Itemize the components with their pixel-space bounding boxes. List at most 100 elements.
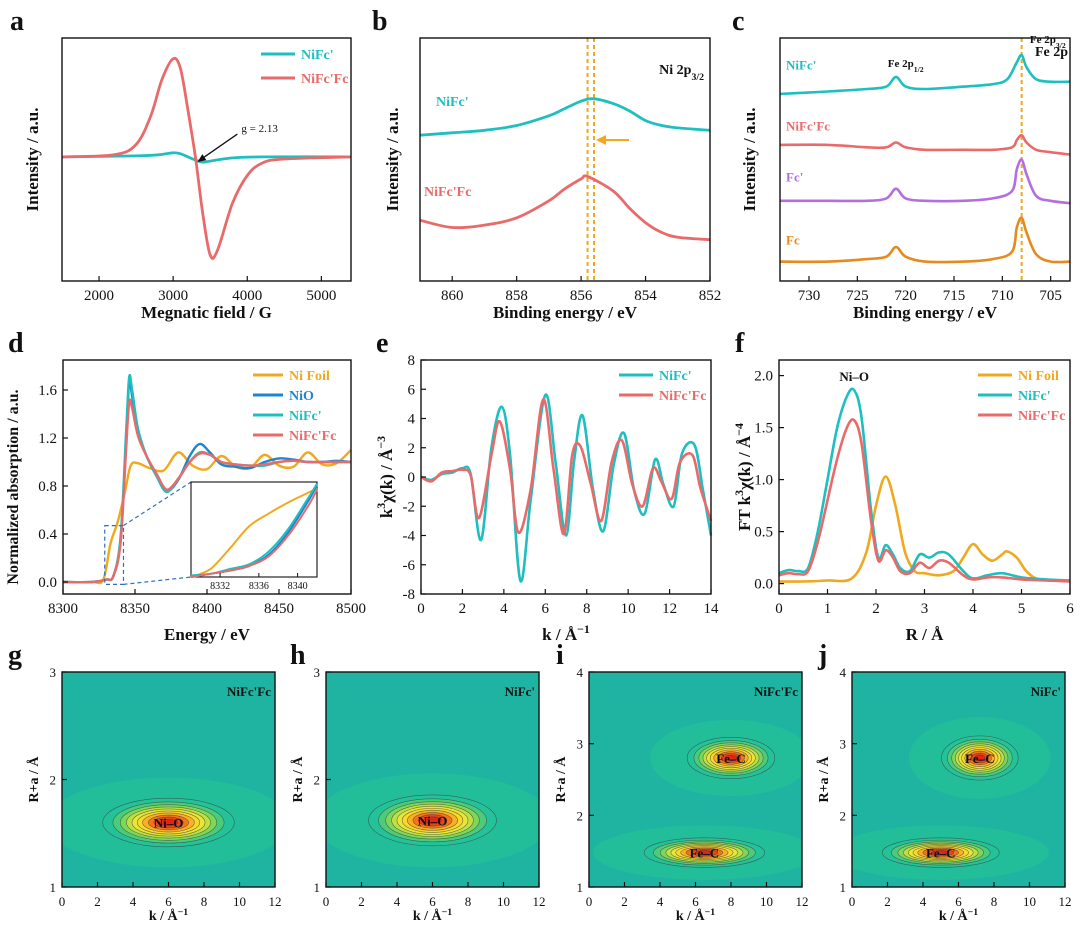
panel-g-ytick-label-1: 2 bbox=[50, 773, 57, 788]
panel-g-ytick-label-2: 3 bbox=[50, 665, 57, 680]
panel-c-annotation-fe2p12: Fe 2p1/2 bbox=[888, 58, 924, 74]
panel-j-heatmap bbox=[852, 672, 1065, 887]
panel-i-heatmap bbox=[589, 672, 802, 887]
panel-f-xtick-label-5: 5 bbox=[1018, 601, 1026, 617]
panel-h-title: NiFc' bbox=[505, 684, 535, 699]
panel-j-ytick-label-0: 1 bbox=[840, 880, 847, 895]
panel-d-zoom-connector-top bbox=[123, 481, 192, 527]
panel-i-peak-label-0: Fe–C bbox=[716, 751, 746, 766]
panel-j-xtick-label-6: 12 bbox=[1059, 894, 1072, 909]
panel-i-ylabel: R+a / Å bbox=[553, 756, 569, 803]
panel-d-ytick-label-3: 1.2 bbox=[38, 431, 57, 447]
panel-g-heatmap bbox=[62, 672, 275, 887]
panel-a-label: a bbox=[10, 6, 24, 37]
panel-g-xtick-label-2: 4 bbox=[130, 894, 137, 909]
panel-d-label: d bbox=[8, 328, 24, 359]
panel-e-xtick-label-1: 2 bbox=[459, 601, 467, 617]
panel-d-xtick-label-0: 8300 bbox=[48, 601, 78, 617]
panel-e-ytick-label-2: -4 bbox=[403, 529, 416, 545]
panel-i-xlabel-part-0: k / Å bbox=[676, 908, 706, 924]
panel-e-legend-label-nifcfc: NiFc'Fc bbox=[659, 389, 706, 404]
panel-a-xlabel: Megnatic field / G bbox=[141, 303, 272, 322]
panel-c-series-fc-line bbox=[779, 216, 1071, 264]
panel-d-series-nifcfc-line bbox=[62, 398, 351, 584]
panel-e-ytick-label-8: 8 bbox=[408, 353, 416, 369]
panel-f-xtick-label-0: 0 bbox=[775, 601, 783, 617]
panel-j-xtick-label-2: 4 bbox=[920, 894, 927, 909]
panel-d: 8300 8350 8400 8450 8500 0.0 0.4 0.8 1.2 1.6 d Ener… bbox=[5, 328, 366, 644]
panel-d-legend-label-nifc: NiFc' bbox=[289, 409, 322, 424]
panel-i-xlabel: k / Å−1 bbox=[676, 907, 715, 925]
panel-h-xtick-label-6: 12 bbox=[533, 894, 546, 909]
panel-a-annotation-arrowhead bbox=[197, 154, 207, 163]
panel-e-ytick-label-1: -6 bbox=[403, 558, 416, 574]
panel-a-legend-label-nifc: NiFc' bbox=[301, 48, 334, 63]
panel-e-ytick-label-4: 0 bbox=[408, 470, 416, 486]
panel-j-xtick-label-5: 10 bbox=[1023, 894, 1036, 909]
panel-b-xtick-label-2: 856 bbox=[570, 288, 593, 304]
panel-j-peak-label-1: Fe–C bbox=[926, 846, 956, 861]
panel-d-inset-curve-3 bbox=[190, 489, 318, 578]
panel-c-annotation-fe2p32: Fe 2p3/2 bbox=[1030, 34, 1066, 50]
panel-c-annotation-fe2p12-part-0: Fe 2p bbox=[888, 58, 914, 70]
panel-b-xtick-label-3: 854 bbox=[634, 288, 657, 304]
panel-a-ylabel: Intensity / a.u. bbox=[23, 108, 42, 212]
panel-d-inset-curve-0 bbox=[190, 487, 318, 578]
panel-e-xtick-label-0: 0 bbox=[417, 601, 425, 617]
panel-f-ytick-label-4: 2.0 bbox=[754, 369, 773, 385]
panel-j-title: NiFc' bbox=[1031, 684, 1061, 699]
panel-e-ylabel-part-3: −3 bbox=[374, 436, 388, 449]
panel-c-annotation-fe2p12-part-1: 1/2 bbox=[914, 65, 924, 74]
panel-c-series-label-0: NiFc' bbox=[786, 58, 816, 73]
panel-f-xtick-label-2: 2 bbox=[872, 601, 880, 617]
panel-f-ylabel: FT k3χ(k) / Å−4 bbox=[732, 423, 754, 531]
panel-h-xlabel: k / Å−1 bbox=[413, 907, 452, 925]
panel-d-series-nifoil-line bbox=[62, 449, 352, 585]
panel-h-ylabel: R+a / Å bbox=[290, 756, 306, 803]
panel-d-ytick-label-1: 0.4 bbox=[38, 527, 57, 543]
panel-e-ylabel-part-2: χ(k) / Å bbox=[377, 448, 396, 504]
panel-e-xlabel: k / Å−1 bbox=[542, 622, 590, 644]
panel-e-xlabel-part-1: −1 bbox=[577, 622, 590, 636]
panel-a-series-nifc-line bbox=[61, 151, 352, 164]
panel-d-inset-xtick-label-0: 8332 bbox=[210, 581, 230, 592]
panel-i-peak-1-contour-9 bbox=[695, 850, 714, 855]
panel-c-series-label-2: Fc' bbox=[786, 169, 803, 184]
panel-c-xtick-label-4: 710 bbox=[991, 288, 1014, 304]
panel-e-xtick-label-2: 4 bbox=[500, 601, 508, 617]
panel-c-xlabel: Binding energy / eV bbox=[853, 303, 998, 322]
panel-c-xtick-label-0: 730 bbox=[798, 288, 821, 304]
panel-g-xtick-label-1: 2 bbox=[94, 894, 101, 909]
panel-j-peak-0-contour-9 bbox=[974, 754, 986, 762]
panel-e-series-nifc-line bbox=[420, 393, 713, 583]
panel-j-xtick-label-0: 0 bbox=[849, 894, 856, 909]
panel-d-xtick-label-1: 8350 bbox=[120, 601, 150, 617]
panel-b-title: Ni 2p3/2 bbox=[659, 63, 704, 83]
panel-f-series-nifcfc-line bbox=[778, 418, 1071, 583]
panel-g-xlabel-part-0: k / Å bbox=[149, 908, 179, 924]
panel-d-legend-label-nifcfc: NiFc'Fc bbox=[289, 429, 336, 444]
panel-e-ylabel: k3χ(k) / Å−3 bbox=[374, 436, 396, 518]
panel-a-xtick-label-1: 3000 bbox=[158, 288, 188, 304]
panel-d-legend-label-nio: NiO bbox=[289, 389, 314, 404]
panel-a-legend-label-nifcfc: NiFc'Fc bbox=[301, 72, 348, 87]
panel-f-label: f bbox=[735, 328, 745, 359]
panel-j-peak-label-0: Fe–C bbox=[965, 751, 995, 766]
panel-c-series-label-1: NiFc'Fc bbox=[786, 118, 830, 133]
panel-d-legend-label-nifoil: Ni Foil bbox=[289, 369, 330, 384]
panel-i-ytick-label-0: 1 bbox=[577, 880, 584, 895]
panel-a-xtick-label-2: 4000 bbox=[232, 288, 262, 304]
panel-c-annotation-fe2p32-part-0: Fe 2p bbox=[1030, 34, 1056, 46]
panel-h-xtick-label-0: 0 bbox=[323, 894, 330, 909]
panel-j-ytick-label-3: 4 bbox=[840, 665, 847, 680]
panel-g-xtick-label-5: 10 bbox=[233, 894, 246, 909]
panel-e-label: e bbox=[376, 328, 388, 359]
panel-g-label: g bbox=[8, 640, 22, 671]
panel-a: 2000 3000 4000 5000 a Megnatic field / G Inten… bbox=[10, 6, 352, 322]
panel-a-annotation-arrow bbox=[201, 133, 238, 160]
panel-j-ytick-label-2: 3 bbox=[840, 737, 847, 752]
panel-e-xtick-label-7: 14 bbox=[704, 601, 720, 617]
panel-h-label: h bbox=[290, 640, 306, 671]
